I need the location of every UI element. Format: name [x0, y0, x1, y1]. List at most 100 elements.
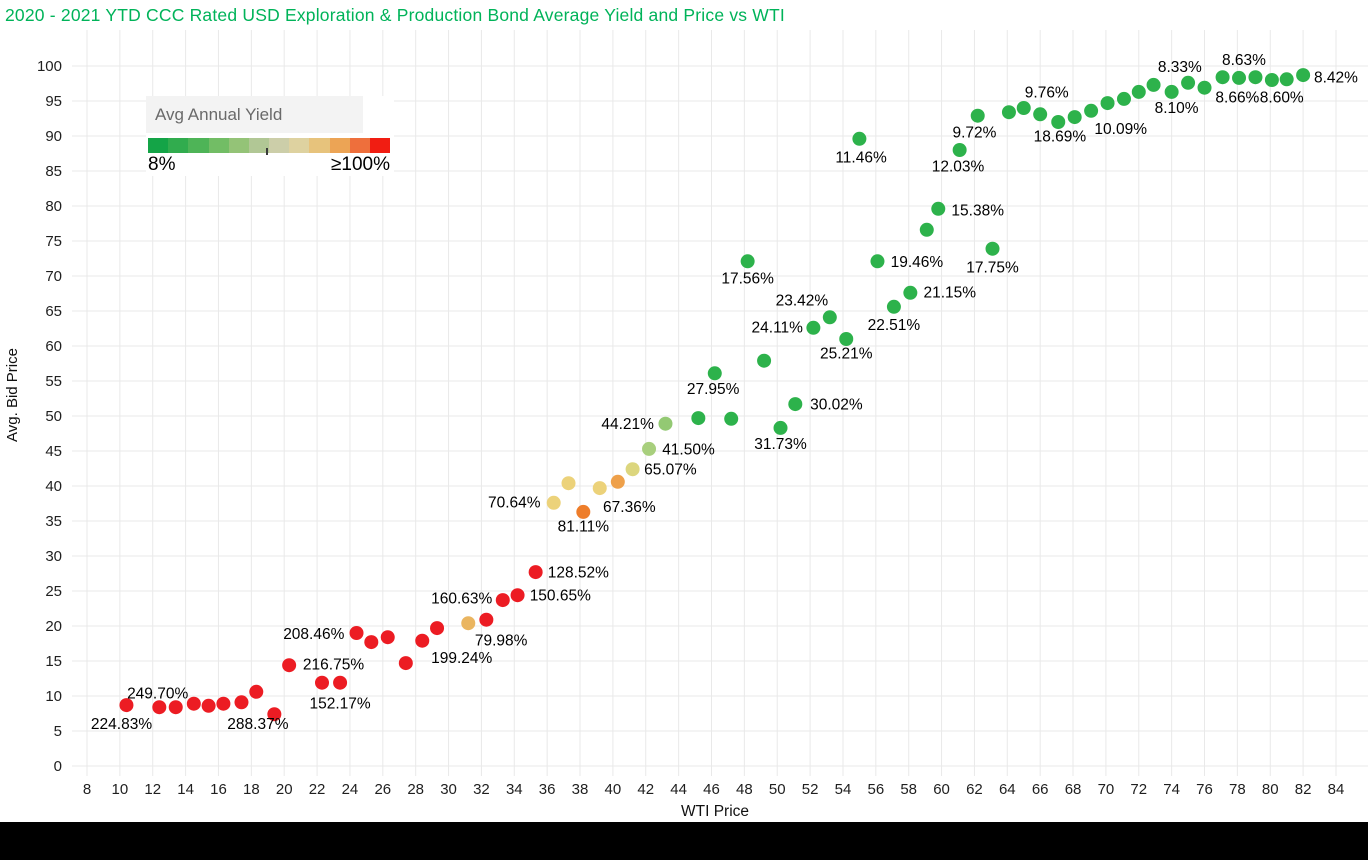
data-point	[398, 656, 413, 671]
data-point-label: 10.09%	[1094, 121, 1147, 138]
data-point	[1279, 72, 1294, 87]
data-point	[724, 411, 739, 426]
gradient-segment	[208, 138, 229, 153]
data-point	[479, 612, 494, 627]
data-point	[870, 254, 885, 269]
data-point	[691, 411, 706, 426]
legend-title: Avg Annual Yield	[146, 96, 363, 133]
x-tick-label: 22	[309, 781, 326, 798]
data-point-label: 67.36%	[603, 499, 656, 516]
y-tick-label: 30	[45, 548, 62, 565]
x-tick-label: 84	[1328, 781, 1345, 798]
data-point	[886, 299, 901, 314]
x-tick-label: 40	[605, 781, 622, 798]
data-point	[315, 675, 330, 690]
gradient-segment	[269, 138, 290, 153]
x-tick-label: 36	[539, 781, 556, 798]
data-point	[1051, 115, 1066, 129]
x-tick-label: 42	[637, 781, 654, 798]
data-point	[1197, 80, 1212, 95]
x-tick-label: 20	[276, 781, 293, 798]
data-point	[249, 684, 264, 699]
chart-title: 2020 - 2021 YTD CCC Rated USD Exploratio…	[5, 5, 785, 25]
data-point-label: 17.75%	[966, 259, 1019, 276]
data-point	[186, 696, 201, 711]
x-tick-label: 50	[769, 781, 786, 798]
y-tick-label: 10	[45, 688, 62, 705]
legend-min-label: 8%	[148, 154, 176, 175]
data-point	[1116, 91, 1131, 106]
y-tick-label: 75	[45, 233, 62, 250]
x-tick-label: 56	[867, 781, 884, 798]
data-point-label: 249.70%	[127, 686, 188, 703]
y-tick-label: 55	[45, 373, 62, 390]
data-point-label: 150.65%	[530, 588, 591, 605]
gradient-segment	[228, 138, 249, 153]
gradient-segment	[289, 138, 310, 153]
data-point	[364, 635, 379, 650]
data-point	[119, 698, 134, 713]
data-point	[852, 131, 867, 146]
gradient-segment	[188, 138, 209, 153]
data-point-label: 30.02%	[810, 397, 863, 414]
gradient-segment	[309, 138, 330, 153]
gradient-segment	[329, 138, 350, 153]
x-tick-label: 12	[144, 781, 161, 798]
x-tick-label: 8	[83, 781, 91, 798]
data-point	[152, 700, 167, 715]
data-point	[1164, 84, 1179, 99]
x-tick-label: 62	[966, 781, 983, 798]
data-point	[576, 504, 591, 519]
data-point-label: 288.37%	[227, 716, 288, 733]
x-tick-label: 44	[670, 781, 687, 798]
x-tick-label: 46	[703, 781, 720, 798]
data-point	[1296, 68, 1311, 83]
data-point-label: 8.33%	[1158, 59, 1202, 76]
data-point	[1131, 84, 1146, 99]
y-tick-label: 50	[45, 408, 62, 425]
y-tick-label: 60	[45, 338, 62, 355]
data-point-label: 79.98%	[475, 633, 528, 650]
x-tick-label: 30	[440, 781, 457, 798]
gradient-segment	[248, 138, 270, 153]
y-tick-label: 65	[45, 303, 62, 320]
data-point	[1033, 107, 1048, 122]
data-point	[788, 397, 803, 412]
data-point	[1100, 96, 1115, 111]
x-tick-label: 76	[1196, 781, 1213, 798]
x-tick-label: 48	[736, 781, 753, 798]
data-point-label: 22.51%	[868, 317, 921, 334]
data-point	[806, 320, 821, 335]
gradient-segment	[168, 138, 189, 153]
data-point-label: 24.11%	[752, 320, 804, 337]
data-point-label: 128.52%	[548, 565, 609, 582]
data-point	[333, 675, 348, 690]
x-tick-label: 66	[1032, 781, 1049, 798]
x-tick-label: 58	[900, 781, 917, 798]
data-point	[773, 420, 788, 435]
data-point	[658, 416, 673, 431]
data-point-label: 8.10%	[1155, 100, 1199, 117]
data-point	[380, 630, 395, 645]
x-tick-label: 68	[1065, 781, 1082, 798]
y-tick-label: 5	[54, 723, 62, 740]
data-point-label: 18.69%	[1034, 129, 1087, 146]
data-point-label: 23.42%	[776, 292, 829, 309]
data-point-label: 224.83%	[91, 716, 152, 733]
data-point	[952, 143, 967, 157]
data-point-label: 12.03%	[932, 159, 985, 176]
y-axis-title: Avg. Bid Price	[4, 348, 21, 442]
data-point	[757, 353, 772, 368]
data-point	[561, 476, 576, 491]
x-tick-label: 24	[342, 781, 359, 798]
data-point	[216, 696, 231, 711]
x-tick-label: 10	[112, 781, 129, 798]
data-point	[903, 285, 918, 300]
data-point	[349, 626, 364, 640]
x-tick-label: 34	[506, 781, 523, 798]
y-tick-label: 95	[45, 93, 62, 110]
data-point-label: 65.07%	[644, 462, 697, 479]
data-point	[282, 658, 297, 673]
y-tick-label: 90	[45, 128, 62, 145]
y-tick-label: 45	[45, 443, 62, 460]
